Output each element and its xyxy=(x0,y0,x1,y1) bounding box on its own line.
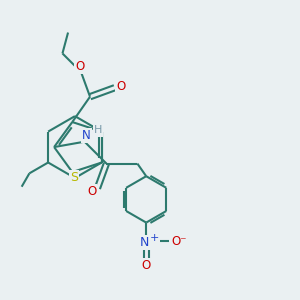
Text: O: O xyxy=(87,185,96,198)
Text: O⁻: O⁻ xyxy=(171,235,187,248)
Text: H: H xyxy=(94,125,102,136)
Text: N: N xyxy=(82,129,91,142)
Text: N: N xyxy=(140,236,149,249)
Text: O: O xyxy=(75,60,84,73)
Text: O: O xyxy=(142,259,151,272)
Text: S: S xyxy=(70,171,78,184)
Text: +: + xyxy=(150,233,159,243)
Text: O: O xyxy=(117,80,126,93)
